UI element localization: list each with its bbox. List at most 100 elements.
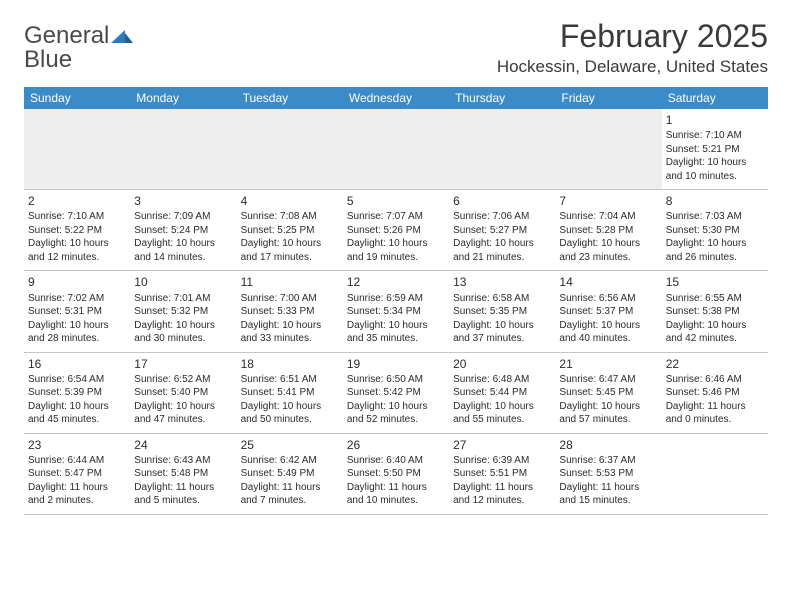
day-number: 23 [28, 437, 126, 453]
sunrise-text: Sunrise: 6:56 AM [559, 292, 657, 306]
sunrise-text: Sunrise: 7:10 AM [666, 129, 764, 143]
sunset-text: Sunset: 5:25 PM [241, 224, 339, 238]
sunset-text: Sunset: 5:35 PM [453, 305, 551, 319]
calendar-day-cell [24, 109, 130, 190]
sunrise-text: Sunrise: 7:02 AM [28, 292, 126, 306]
sunrise-text: Sunrise: 6:50 AM [347, 373, 445, 387]
day-number: 25 [241, 437, 339, 453]
sunset-text: Sunset: 5:50 PM [347, 467, 445, 481]
weekday-header: Monday [130, 87, 236, 109]
sunset-text: Sunset: 5:49 PM [241, 467, 339, 481]
sunset-text: Sunset: 5:38 PM [666, 305, 764, 319]
calendar-day-cell: 1Sunrise: 7:10 AMSunset: 5:21 PMDaylight… [662, 109, 768, 190]
daylight-text: Daylight: 10 hours and 12 minutes. [28, 237, 126, 264]
sunset-text: Sunset: 5:53 PM [559, 467, 657, 481]
calendar-week-row: 9Sunrise: 7:02 AMSunset: 5:31 PMDaylight… [24, 271, 768, 352]
day-number: 6 [453, 193, 551, 209]
daylight-text: Daylight: 10 hours and 33 minutes. [241, 319, 339, 346]
daylight-text: Daylight: 10 hours and 47 minutes. [134, 400, 232, 427]
daylight-text: Daylight: 11 hours and 2 minutes. [28, 481, 126, 508]
day-number: 5 [347, 193, 445, 209]
sunrise-text: Sunrise: 6:46 AM [666, 373, 764, 387]
calendar-day-cell: 17Sunrise: 6:52 AMSunset: 5:40 PMDayligh… [130, 352, 236, 433]
daylight-text: Daylight: 11 hours and 5 minutes. [134, 481, 232, 508]
daylight-text: Daylight: 10 hours and 10 minutes. [666, 156, 764, 183]
calendar-day-cell: 10Sunrise: 7:01 AMSunset: 5:32 PMDayligh… [130, 271, 236, 352]
calendar-day-cell: 5Sunrise: 7:07 AMSunset: 5:26 PMDaylight… [343, 190, 449, 271]
day-number: 26 [347, 437, 445, 453]
sunset-text: Sunset: 5:28 PM [559, 224, 657, 238]
weekday-header: Friday [555, 87, 661, 109]
day-number: 15 [666, 274, 764, 290]
day-number: 11 [241, 274, 339, 290]
calendar-day-cell: 8Sunrise: 7:03 AMSunset: 5:30 PMDaylight… [662, 190, 768, 271]
sunrise-text: Sunrise: 7:06 AM [453, 210, 551, 224]
weekday-header: Tuesday [237, 87, 343, 109]
calendar-day-cell: 14Sunrise: 6:56 AMSunset: 5:37 PMDayligh… [555, 271, 661, 352]
sunset-text: Sunset: 5:47 PM [28, 467, 126, 481]
sunset-text: Sunset: 5:30 PM [666, 224, 764, 238]
day-number: 2 [28, 193, 126, 209]
day-number: 27 [453, 437, 551, 453]
daylight-text: Daylight: 10 hours and 28 minutes. [28, 319, 126, 346]
daylight-text: Daylight: 10 hours and 17 minutes. [241, 237, 339, 264]
sunrise-text: Sunrise: 6:55 AM [666, 292, 764, 306]
calendar-day-cell [662, 433, 768, 514]
daylight-text: Daylight: 10 hours and 40 minutes. [559, 319, 657, 346]
calendar-day-cell: 27Sunrise: 6:39 AMSunset: 5:51 PMDayligh… [449, 433, 555, 514]
sunrise-text: Sunrise: 6:59 AM [347, 292, 445, 306]
calendar-day-cell: 2Sunrise: 7:10 AMSunset: 5:22 PMDaylight… [24, 190, 130, 271]
sunset-text: Sunset: 5:48 PM [134, 467, 232, 481]
sunrise-text: Sunrise: 7:01 AM [134, 292, 232, 306]
sunset-text: Sunset: 5:31 PM [28, 305, 126, 319]
calendar-week-row: 2Sunrise: 7:10 AMSunset: 5:22 PMDaylight… [24, 190, 768, 271]
sunset-text: Sunset: 5:21 PM [666, 143, 764, 157]
weekday-header: Thursday [449, 87, 555, 109]
calendar-day-cell: 21Sunrise: 6:47 AMSunset: 5:45 PMDayligh… [555, 352, 661, 433]
sunset-text: Sunset: 5:22 PM [28, 224, 126, 238]
sunrise-text: Sunrise: 6:47 AM [559, 373, 657, 387]
sunset-text: Sunset: 5:24 PM [134, 224, 232, 238]
calendar-day-cell [237, 109, 343, 190]
month-title: February 2025 [497, 18, 768, 55]
sunset-text: Sunset: 5:26 PM [347, 224, 445, 238]
calendar-day-cell: 7Sunrise: 7:04 AMSunset: 5:28 PMDaylight… [555, 190, 661, 271]
calendar-day-cell: 15 Sunrise: 6:55 AMSunset: 5:38 PMDayligh… [662, 271, 768, 352]
sunset-text: Sunset: 5:42 PM [347, 386, 445, 400]
day-number: 7 [559, 193, 657, 209]
calendar-day-cell: 23Sunrise: 6:44 AMSunset: 5:47 PMDayligh… [24, 433, 130, 514]
calendar-header: SundayMondayTuesdayWednesdayThursdayFrid… [24, 87, 768, 109]
day-number: 12 [347, 274, 445, 290]
calendar-day-cell: 18Sunrise: 6:51 AMSunset: 5:41 PMDayligh… [237, 352, 343, 433]
calendar-day-cell [449, 109, 555, 190]
calendar-week-row: 16Sunrise: 6:54 AMSunset: 5:39 PMDayligh… [24, 352, 768, 433]
logo-word-2: Blue [24, 48, 133, 72]
sunrise-text: Sunrise: 6:40 AM [347, 454, 445, 468]
location-text: Hockessin, Delaware, United States [497, 57, 768, 77]
day-number: 9 [28, 274, 126, 290]
calendar-body: 1Sunrise: 7:10 AMSunset: 5:21 PMDaylight… [24, 109, 768, 514]
calendar-table: SundayMondayTuesdayWednesdayThursdayFrid… [24, 87, 768, 515]
sunset-text: Sunset: 5:32 PM [134, 305, 232, 319]
weekday-header: Saturday [662, 87, 768, 109]
calendar-day-cell: 28Sunrise: 6:37 AMSunset: 5:53 PMDayligh… [555, 433, 661, 514]
calendar-day-cell: 13 Sunrise: 6:58 AMSunset: 5:35 PMDayligh… [449, 271, 555, 352]
daylight-text: Daylight: 10 hours and 42 minutes. [666, 319, 764, 346]
sunrise-text: Sunrise: 6:58 AM [453, 292, 551, 306]
header-row: General Blue February 2025 Hockessin, De… [24, 18, 768, 77]
day-number: 18 [241, 356, 339, 372]
daylight-text: Daylight: 11 hours and 15 minutes. [559, 481, 657, 508]
calendar-day-cell: 25Sunrise: 6:42 AMSunset: 5:49 PMDayligh… [237, 433, 343, 514]
daylight-text: Daylight: 10 hours and 35 minutes. [347, 319, 445, 346]
daylight-text: Daylight: 10 hours and 37 minutes. [453, 319, 551, 346]
sunset-text: Sunset: 5:33 PM [241, 305, 339, 319]
sunrise-text: Sunrise: 6:51 AM [241, 373, 339, 387]
daylight-text: Daylight: 10 hours and 45 minutes. [28, 400, 126, 427]
sunrise-text: Sunrise: 6:52 AM [134, 373, 232, 387]
sunset-text: Sunset: 5:46 PM [666, 386, 764, 400]
sunrise-text: Sunrise: 6:48 AM [453, 373, 551, 387]
day-number: 13 [453, 274, 551, 290]
logo-text: General Blue [24, 24, 133, 72]
day-number: 14 [559, 274, 657, 290]
sunset-text: Sunset: 5:45 PM [559, 386, 657, 400]
